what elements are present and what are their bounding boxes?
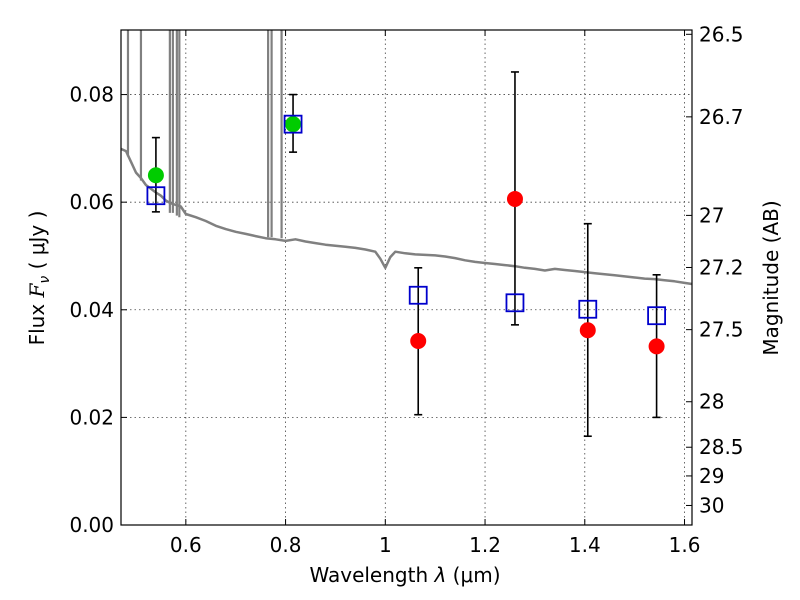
y2-axis-label: Magnitude (AB) (759, 200, 783, 355)
y2-tick-label: 27.2 (699, 255, 744, 279)
y2-tick-label: 26.7 (699, 105, 744, 129)
y-axis-ticks: 0.00 0.02 0.04 0.06 0.08 (69, 83, 127, 537)
x-tick-label: 0.6 (170, 533, 202, 557)
y-tick-label: 0.02 (69, 405, 114, 429)
y2-tick-label: 29 (699, 464, 724, 488)
x-tick-label: 1 (379, 533, 392, 557)
model-spectrum-line (120, 147, 693, 286)
y-axis-label: Flux Fν ( μJy ) (25, 211, 53, 346)
y-tick-label: 0.04 (69, 298, 114, 322)
plot-frame (120, 29, 693, 526)
model-photometry-point (647, 306, 666, 326)
y2-axis-ticks: 26.5 26.7 27 27.2 27.5 28 28.5 29 30 (686, 22, 744, 517)
y2-tick-label: 30 (699, 493, 724, 517)
model-spectrum (120, 30, 693, 286)
y2-tick-label: 27 (699, 203, 724, 227)
model-photometry-point (408, 285, 428, 305)
observed-detections-point (285, 116, 302, 133)
observed-low-sn-point (648, 338, 665, 355)
x-axis-label: Wavelength λ (μm) (309, 563, 500, 587)
model-photometry-point (578, 299, 598, 319)
grid (121, 30, 692, 526)
x-tick-label: 1.2 (469, 533, 501, 557)
x-tick-label: 1.6 (669, 533, 701, 557)
y-tick-label: 0.00 (69, 513, 114, 537)
y-tick-label: 0.06 (69, 190, 114, 214)
y2-tick-label: 28.5 (699, 435, 744, 459)
y2-tick-label: 27.5 (699, 318, 744, 342)
observed-low-sn-point (410, 332, 427, 349)
observed-low-sn-point (506, 190, 523, 207)
model-photometry-point (283, 114, 303, 134)
x-axis-ticks: 0.6 0.8 1 1.2 1.4 1.6 (170, 30, 701, 557)
data-markers (146, 114, 666, 355)
x-tick-label: 0.8 (270, 533, 302, 557)
model-photometry-point (505, 293, 525, 313)
x-tick-label: 1.4 (569, 533, 601, 557)
observed-low-sn-point (579, 322, 596, 339)
y2-tick-label: 26.5 (699, 22, 744, 46)
model-photometry-point (146, 186, 166, 206)
observed-detections-point (147, 167, 164, 184)
y-tick-label: 0.08 (69, 83, 114, 107)
y2-tick-label: 28 (699, 390, 724, 414)
